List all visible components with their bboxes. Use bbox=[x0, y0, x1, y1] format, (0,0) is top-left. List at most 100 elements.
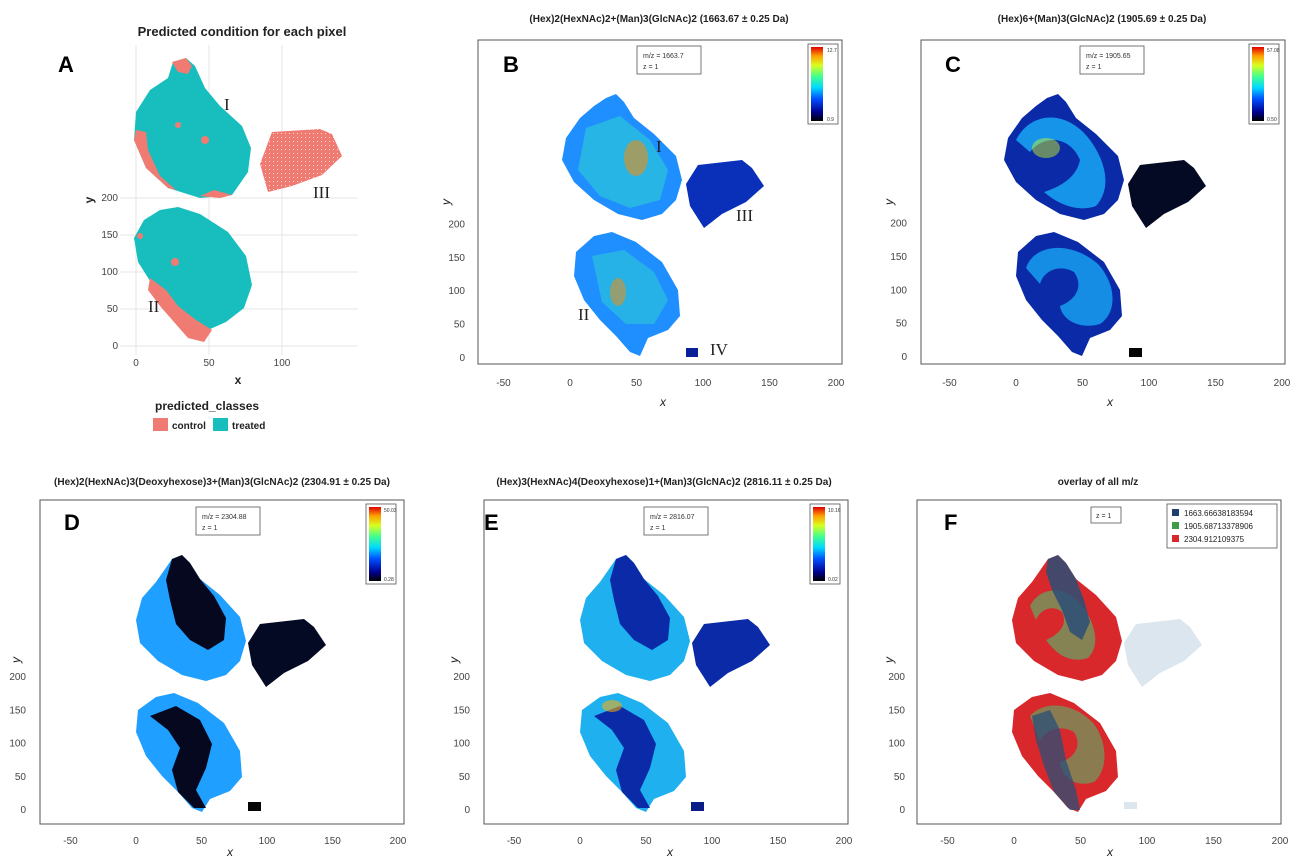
panel-d-title: (Hex)2(HexNAc)3(Deoxyhexose)3+(Man)3(Glc… bbox=[54, 477, 390, 488]
x-tick-label: -50 bbox=[940, 836, 955, 847]
panel-a-tissue bbox=[134, 58, 342, 342]
y-tick-label: 0 bbox=[901, 352, 907, 363]
legend-swatch-treated bbox=[213, 418, 228, 431]
panel-e-title: (Hex)3(HexNAc)4(Deoxyhexose)1+(Man)3(Glc… bbox=[496, 477, 831, 488]
x-tick-label: 0 bbox=[577, 836, 583, 847]
x-tick-label: 50 bbox=[640, 836, 652, 847]
panel-letter-f: F bbox=[944, 510, 957, 535]
panel-b-annotation-box: m/z = 1663.7 z = 1 bbox=[636, 45, 702, 75]
panel-d-section-ii-core bbox=[150, 706, 212, 808]
y-tick-label: 100 bbox=[448, 286, 465, 297]
y-tick-label: 0 bbox=[112, 341, 118, 352]
panel-e-annotation-box: m/z = 2816.07 z = 1 bbox=[643, 506, 709, 536]
panel-e-section-i-core bbox=[610, 555, 670, 650]
panel-e-colorbar-min: 0.02 bbox=[828, 577, 838, 583]
x-tick-label: 200 bbox=[1274, 378, 1290, 389]
panel-a: A Predicted condition for each pixel I I… bbox=[58, 24, 358, 432]
panel-a-control-spot bbox=[171, 258, 179, 266]
panel-b-hotspot bbox=[610, 278, 626, 306]
panel-b-section-ii-highlight bbox=[592, 250, 668, 324]
panel-b-colorbar-max: 12.7 bbox=[827, 48, 837, 54]
panel-b-section-iv bbox=[686, 348, 698, 357]
panel-f-axes: -50 0 50 100 150 200 0 50 100 150 200 bbox=[888, 672, 1288, 847]
panel-a-region-i-treated bbox=[134, 58, 251, 198]
y-tick-label: 100 bbox=[453, 739, 470, 750]
panel-c-annotation-mz: m/z = 1905.65 bbox=[1086, 53, 1131, 60]
y-tick-label: 150 bbox=[888, 705, 905, 716]
panel-a-xlabel: x bbox=[235, 373, 242, 387]
panel-e-hotspot bbox=[602, 700, 622, 712]
panel-c-colorbar-min: 0.50 bbox=[1267, 117, 1277, 123]
y-tick-label: 200 bbox=[890, 219, 907, 230]
panel-e-section-iv bbox=[691, 802, 704, 811]
panel-a-title: Predicted condition for each pixel bbox=[138, 24, 347, 39]
x-tick-label: -50 bbox=[942, 378, 957, 389]
y-tick-label: 150 bbox=[448, 253, 465, 264]
y-tick-label: 0 bbox=[899, 805, 905, 816]
panel-c-hotspot bbox=[1032, 138, 1060, 158]
panel-c-section-iv bbox=[1129, 348, 1142, 357]
panel-c-annotation-z: z = 1 bbox=[1086, 64, 1101, 71]
panel-b-colorbar-min: 0.9 bbox=[827, 117, 834, 123]
panel-d-xlabel: x bbox=[226, 845, 234, 858]
y-tick-label: 0 bbox=[459, 353, 465, 364]
panel-d-annotation-box: m/z = 2304.88 z = 1 bbox=[195, 506, 261, 536]
legend-swatch-mz2 bbox=[1172, 522, 1179, 529]
panel-b-hotspot bbox=[624, 140, 648, 176]
panel-f-frame bbox=[916, 499, 1282, 825]
y-tick-label: 50 bbox=[896, 319, 908, 330]
panel-letter-a: A bbox=[58, 52, 74, 77]
panel-d-section-i-core bbox=[166, 555, 226, 650]
x-tick-label: 50 bbox=[631, 378, 643, 389]
panel-c-cortex-ring bbox=[1026, 247, 1113, 326]
panel-f: F overlay of all m/z z = 1 1663.66638183… bbox=[882, 477, 1289, 858]
y-tick-label: 200 bbox=[101, 193, 118, 204]
panel-b-annotation-mz: m/z = 1663.7 bbox=[643, 53, 684, 60]
panel-d-frame bbox=[39, 499, 405, 825]
panel-f-tissue bbox=[1012, 555, 1202, 812]
x-tick-label: 0 bbox=[133, 358, 139, 369]
panel-d-section-iv bbox=[248, 802, 261, 811]
panel-e-colorbar: 10.16 0.02 bbox=[809, 503, 841, 585]
panel-letter-b: B bbox=[503, 52, 519, 77]
panel-a-label-iii: III bbox=[313, 183, 330, 202]
panel-b-annotation-z: z = 1 bbox=[643, 64, 658, 71]
y-tick-label: 150 bbox=[453, 705, 470, 716]
panel-a-axes: 0 50 100 0 50 100 150 200 bbox=[101, 193, 290, 369]
y-tick-label: 200 bbox=[448, 219, 465, 230]
panel-b: B (Hex)2(HexNAc)2+(Man)3(GlcNAc)2 (1663.… bbox=[439, 14, 845, 409]
panel-c-frame bbox=[920, 39, 1286, 365]
panel-f-legend: 1663.66638183594 1905.68713378906 2304.9… bbox=[1166, 503, 1278, 549]
panel-b-section-iii bbox=[686, 160, 764, 228]
legend-label-treated: treated bbox=[232, 421, 265, 432]
panel-f-title: overlay of all m/z bbox=[1058, 477, 1139, 488]
panel-b-xlabel: x bbox=[659, 395, 667, 409]
panel-b-colorbar: 12.7 0.9 bbox=[807, 43, 839, 125]
x-tick-label: -50 bbox=[63, 836, 78, 847]
panel-f-section-iii bbox=[1124, 619, 1202, 687]
panel-f-annotation-box: z = 1 bbox=[1090, 506, 1122, 524]
y-tick-label: 100 bbox=[9, 739, 26, 750]
panel-e: E (Hex)3(HexNAc)4(Deoxyhexose)1+(Man)3(G… bbox=[447, 477, 853, 858]
panel-f-core bbox=[1032, 710, 1080, 810]
panel-c-axes: -50 0 50 100 150 200 0 50 100 150 200 bbox=[890, 219, 1290, 389]
x-tick-label: 200 bbox=[1272, 836, 1289, 847]
panel-b-section-i-highlight bbox=[578, 116, 668, 208]
panel-b-label-iii: III bbox=[736, 206, 753, 225]
panel-a-region-iii-speckle bbox=[260, 129, 342, 192]
panel-e-section-iii bbox=[692, 619, 770, 687]
panel-e-ylabel: y bbox=[447, 656, 461, 664]
x-tick-label: 200 bbox=[836, 836, 853, 847]
x-tick-label: 100 bbox=[274, 358, 291, 369]
panel-a-label-i: I bbox=[224, 95, 230, 114]
x-tick-label: 100 bbox=[695, 378, 712, 389]
panel-e-xlabel: x bbox=[666, 845, 674, 858]
legend-label-mz1: 1663.66638183594 bbox=[1184, 509, 1254, 518]
panel-a-label-ii: II bbox=[148, 297, 160, 316]
panel-b-frame bbox=[477, 39, 843, 365]
legend-swatch-mz3 bbox=[1172, 535, 1179, 542]
x-tick-label: 0 bbox=[1013, 378, 1019, 389]
panel-e-axes: -50 0 50 100 150 200 0 50 100 150 200 bbox=[453, 672, 852, 847]
y-tick-label: 50 bbox=[107, 304, 119, 315]
y-tick-label: 150 bbox=[9, 705, 26, 716]
